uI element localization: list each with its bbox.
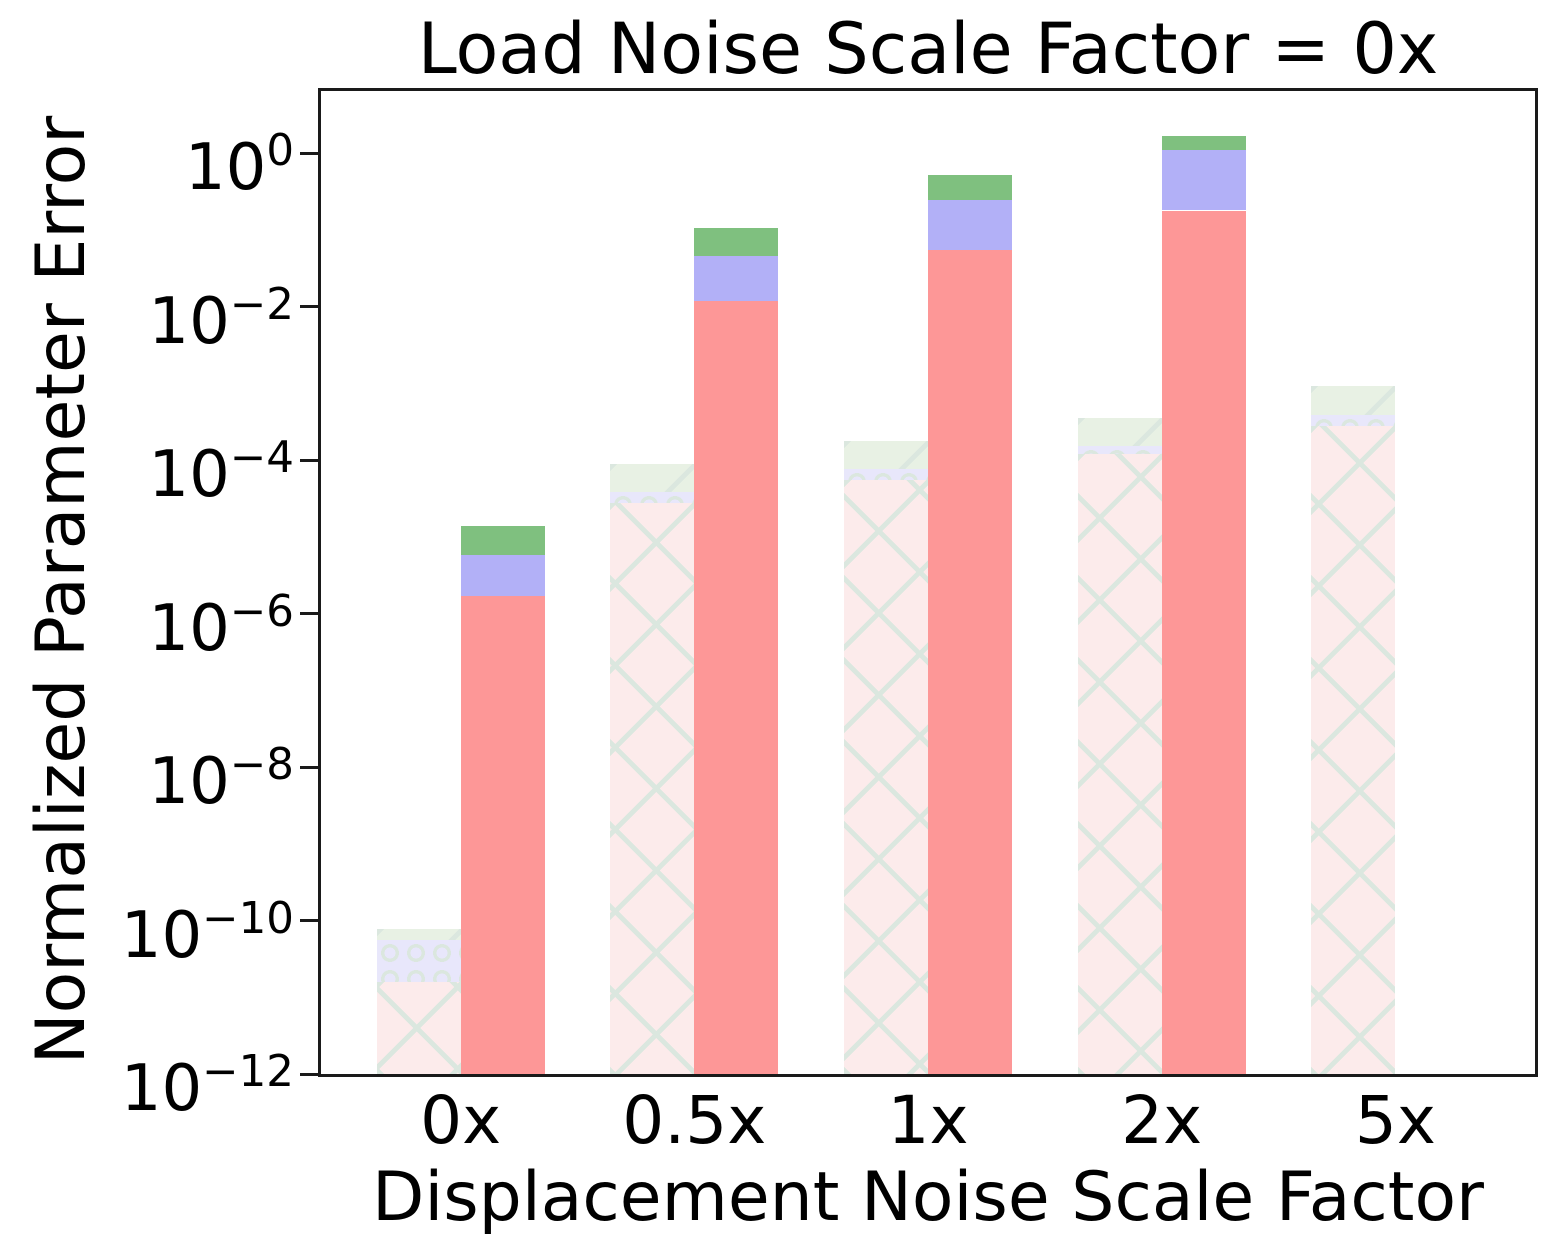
bar-segment-hatched-green-5x <box>1311 385 1396 415</box>
y-tick-label: 10−10 <box>120 893 294 973</box>
bar-segment-hatched-blue-5x <box>1311 414 1396 426</box>
bar-segment-solid-red-2x <box>1161 210 1246 1074</box>
plot-area <box>318 88 1538 1077</box>
bar-segment-hatched-red-1x <box>844 479 928 1074</box>
bar-segment-hatched-red-5x <box>1311 425 1396 1074</box>
y-tick-mark <box>300 458 318 462</box>
bar-segment-hatched-red-0.5x <box>610 502 695 1074</box>
bar-segment-hatched-blue-0.5x <box>610 492 695 503</box>
x-tick-label: 1x <box>887 1082 969 1159</box>
bar-segment-hatched-blue-1x <box>844 468 928 480</box>
y-tick-label: 10−12 <box>120 1047 294 1126</box>
y-tick-label: 10−6 <box>148 586 294 666</box>
y-tick-mark <box>300 765 318 769</box>
y-tick-mark <box>300 151 318 155</box>
x-axis-label: Displacement Noise Scale Factor <box>371 1158 1485 1237</box>
bar-segment-hatched-blue-2x <box>1077 445 1162 455</box>
x-tick-label: 0x <box>420 1082 502 1159</box>
bar-segment-solid-green-0.5x <box>694 228 779 256</box>
y-tick-mark <box>300 305 318 309</box>
bar-segment-hatched-green-1x <box>844 440 928 469</box>
bar-segment-solid-blue-2x <box>1161 150 1246 211</box>
bar-segment-hatched-green-0.5x <box>610 463 695 493</box>
bar-segment-solid-green-1x <box>928 175 1012 200</box>
y-tick-label: 10−4 <box>148 433 294 513</box>
x-tick-label: 2x <box>1121 1082 1203 1159</box>
bar-segment-hatched-green-0x <box>376 928 461 940</box>
x-tick-label: 0.5x <box>622 1082 767 1159</box>
bar-segment-solid-green-2x <box>1161 135 1246 151</box>
y-tick-label: 100 <box>184 126 294 206</box>
bar-segment-solid-blue-0x <box>460 555 545 596</box>
chart-title: Load Noise Scale Factor = 0x <box>417 8 1439 90</box>
y-tick-label: 10−2 <box>148 279 294 359</box>
bar-segment-hatched-green-2x <box>1077 417 1162 446</box>
bar-segment-solid-blue-1x <box>928 199 1012 250</box>
bar-segment-solid-red-0x <box>460 596 545 1074</box>
bar-segment-solid-red-0.5x <box>694 300 779 1074</box>
y-tick-mark <box>300 1072 318 1076</box>
x-tick-label: 5x <box>1354 1082 1436 1159</box>
y-tick-mark <box>300 919 318 923</box>
y-tick-label: 10−8 <box>148 740 294 820</box>
bar-segment-hatched-blue-0x <box>376 939 461 982</box>
bar-segment-hatched-red-0x <box>376 981 461 1074</box>
bar-segment-solid-green-0x <box>460 525 545 556</box>
y-tick-mark <box>300 612 318 616</box>
bar-segment-solid-red-1x <box>928 250 1012 1074</box>
bar-segment-hatched-red-2x <box>1077 454 1162 1074</box>
bar-segment-solid-blue-0.5x <box>694 255 779 301</box>
